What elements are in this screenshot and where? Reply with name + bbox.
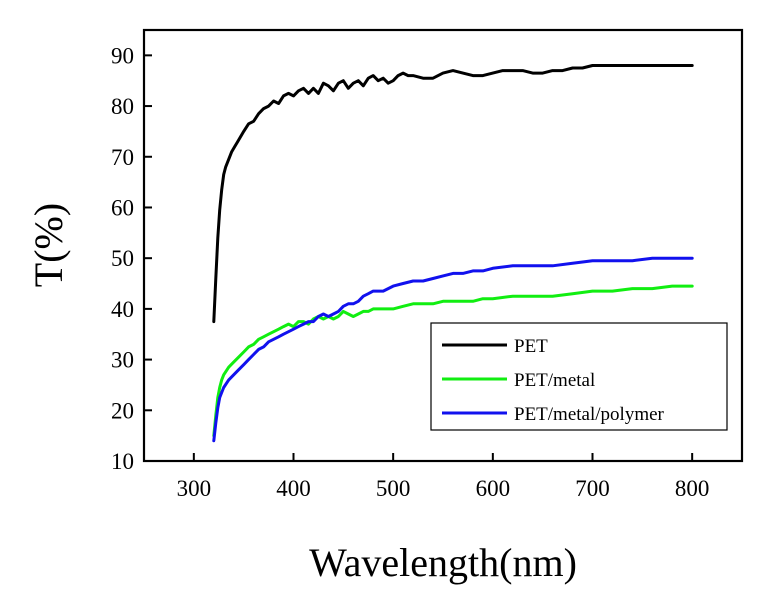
series-line-pet-metal [212, 284, 694, 438]
legend-label-pet-metal: PET/metal [514, 370, 595, 391]
y-tick-label: 80 [111, 94, 134, 119]
x-tick-label: 400 [276, 476, 311, 501]
series-line-pet-metal-polymer [212, 256, 694, 443]
x-tick-label: 600 [476, 476, 511, 501]
x-tick-label: 500 [376, 476, 411, 501]
x-tick-label: 700 [575, 476, 610, 501]
y-tick-label: 10 [111, 449, 134, 474]
y-tick-label: 20 [111, 398, 134, 423]
y-tick-label: 60 [111, 195, 134, 220]
data-series [212, 64, 694, 443]
series-line-pet [212, 64, 694, 324]
legend: PET PET/metal PET/metal/polymer [430, 322, 728, 431]
y-axis-title: T(%) [26, 203, 71, 287]
y-tick-label: 90 [111, 43, 134, 68]
y-tick-label: 50 [111, 246, 134, 271]
y-tick-label: 30 [111, 348, 134, 373]
legend-label-pet: PET [514, 336, 548, 357]
plot-frame [142, 28, 744, 463]
x-tick-label: 300 [177, 476, 212, 501]
legend-label-pet-metal-polymer: PET/metal/polymer [514, 404, 665, 425]
axis-ticks: 300 400 500 600 700 800 10 20 30 40 50 60 70 80 90 [111, 43, 709, 501]
y-tick-label: 40 [111, 297, 134, 322]
y-tick-label: 70 [111, 145, 134, 170]
x-tick-label: 800 [675, 476, 710, 501]
x-axis-title: Wavelength(nm) [309, 540, 577, 585]
